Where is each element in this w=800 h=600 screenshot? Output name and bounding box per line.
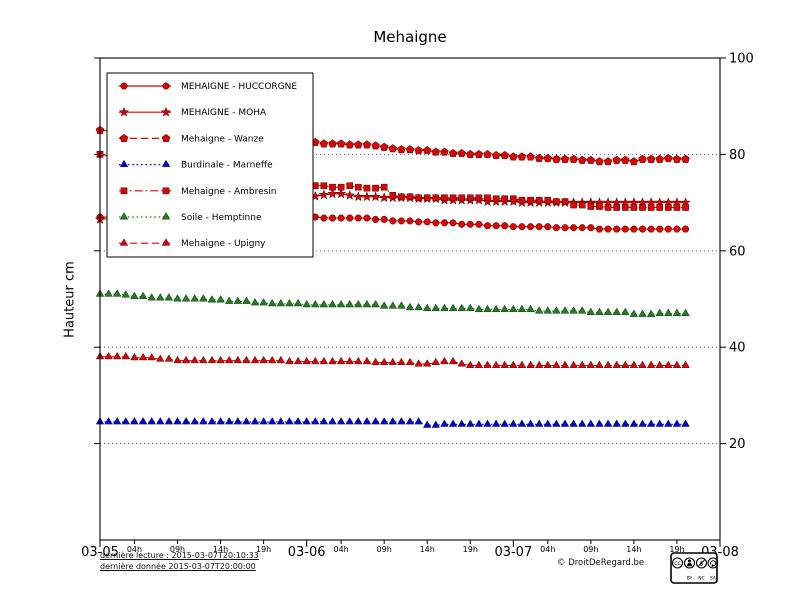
- series-line: [99, 153, 686, 208]
- series-burdinale-marneffe: [95, 417, 690, 428]
- by-person-body: [687, 562, 692, 567]
- sa-arrow-head: [711, 564, 715, 568]
- legend-label: Soile - Hemptinne: [181, 213, 262, 223]
- by-icon: [683, 557, 696, 569]
- y-tick-label: 80: [729, 148, 746, 163]
- y-tick-label: 100: [729, 52, 754, 67]
- series-line: [100, 293, 686, 315]
- legend-item-mehaigne-upigny: Mehaigne - Upigny: [119, 238, 266, 249]
- series-line: [100, 421, 686, 426]
- legend-item-mehaigne-wanze: Mehaigne - Wanze: [119, 133, 264, 144]
- legend-label: Mehaigne - Upigny: [181, 239, 266, 249]
- series-line: [99, 129, 686, 163]
- series-mehaigne-huccorgne: [96, 213, 690, 233]
- legend-label: Burdinale - Marneffe: [181, 161, 273, 171]
- y-tick-label: 40: [729, 341, 746, 356]
- series-line: [100, 356, 686, 367]
- sa-icon: [707, 557, 718, 569]
- x-minor-tick-label: 04h: [540, 545, 555, 554]
- last-reading-text: dernière lecture : 2015-03-07T20:10:33: [100, 551, 259, 560]
- x-minor-tick-label: 19h: [256, 545, 271, 554]
- x-minor-tick-label: 14h: [420, 545, 435, 554]
- copyright-link[interactable]: © DroitDeRegard.be: [557, 558, 645, 568]
- cc-license-badge[interactable]: cc $ BY NC SA: [670, 552, 718, 584]
- legend-item-soile-hemptinne: Soile - Hemptinne: [119, 212, 262, 223]
- x-minor-tick-label: 19h: [463, 545, 478, 554]
- x-minor-tick-label: 04h: [333, 545, 348, 554]
- chart-title: Mehaigne: [373, 28, 447, 46]
- legend-label: MEHAIGNE - HUCCORGNE: [181, 82, 297, 92]
- x-minor-tick-label: 09h: [583, 545, 598, 554]
- by-person-head: [688, 559, 691, 563]
- legend: MEHAIGNE - HUCCORGNE MEHAIGNE - MOHA Mehai…: [106, 72, 314, 258]
- x-major-tick-label: 03-06: [288, 545, 326, 560]
- x-minor-tick-label: 09h: [377, 545, 392, 554]
- cc-icon-label: cc: [674, 560, 681, 567]
- legend-label: Mehaigne - Wanze: [181, 134, 264, 144]
- legend-label: MEHAIGNE - MOHA: [181, 108, 267, 118]
- y-tick-label: 20: [729, 437, 746, 452]
- legend-item-burdinale-marneffe: Burdinale - Marneffe: [119, 159, 273, 171]
- x-major-tick-label: 03-05: [81, 545, 119, 560]
- legend-label: Mehaigne - Ambresin: [181, 187, 277, 197]
- series-mehaigne-wanze: [95, 125, 690, 166]
- series-mehaigne-upigny: [95, 351, 690, 368]
- series-line: [99, 193, 686, 221]
- x-minor-tick-label: 14h: [626, 545, 641, 554]
- series-mehaigne-ambresin: [96, 151, 689, 211]
- series-soile-hemptinne: [95, 289, 690, 317]
- license-nc-label: NC: [698, 576, 705, 582]
- x-major-tick-label: 03-07: [494, 545, 532, 560]
- y-axis: 20 40 60 80 100: [94, 52, 754, 452]
- legend-item-mehaigne-ambresin: Mehaigne - Ambresin: [119, 187, 277, 197]
- nc-icon: [695, 557, 708, 569]
- y-tick-label: 60: [729, 244, 746, 259]
- license-sa-label: SA: [710, 576, 717, 582]
- nc-slash: [698, 559, 705, 567]
- x-minor-tick-label: 19h: [669, 545, 684, 554]
- legend-item-mehaigne-moha: MEHAIGNE - MOHA: [118, 106, 267, 118]
- legend-item-mehaigne-huccorgne: MEHAIGNE - HUCCORGNE: [119, 82, 297, 92]
- plot-border: [99, 57, 721, 541]
- series-line: [100, 216, 686, 230]
- last-data-text: dernière donnée 2015-03-07T20:00:00: [100, 562, 256, 571]
- x-minor-tick-label: 14h: [213, 545, 228, 554]
- cc-icon: [671, 557, 684, 569]
- x-minor-tick-label: 09h: [170, 545, 185, 554]
- gridlines: [100, 153, 720, 445]
- license-by-label: BY: [687, 576, 693, 582]
- x-minor-tick-label: 04h: [127, 545, 142, 554]
